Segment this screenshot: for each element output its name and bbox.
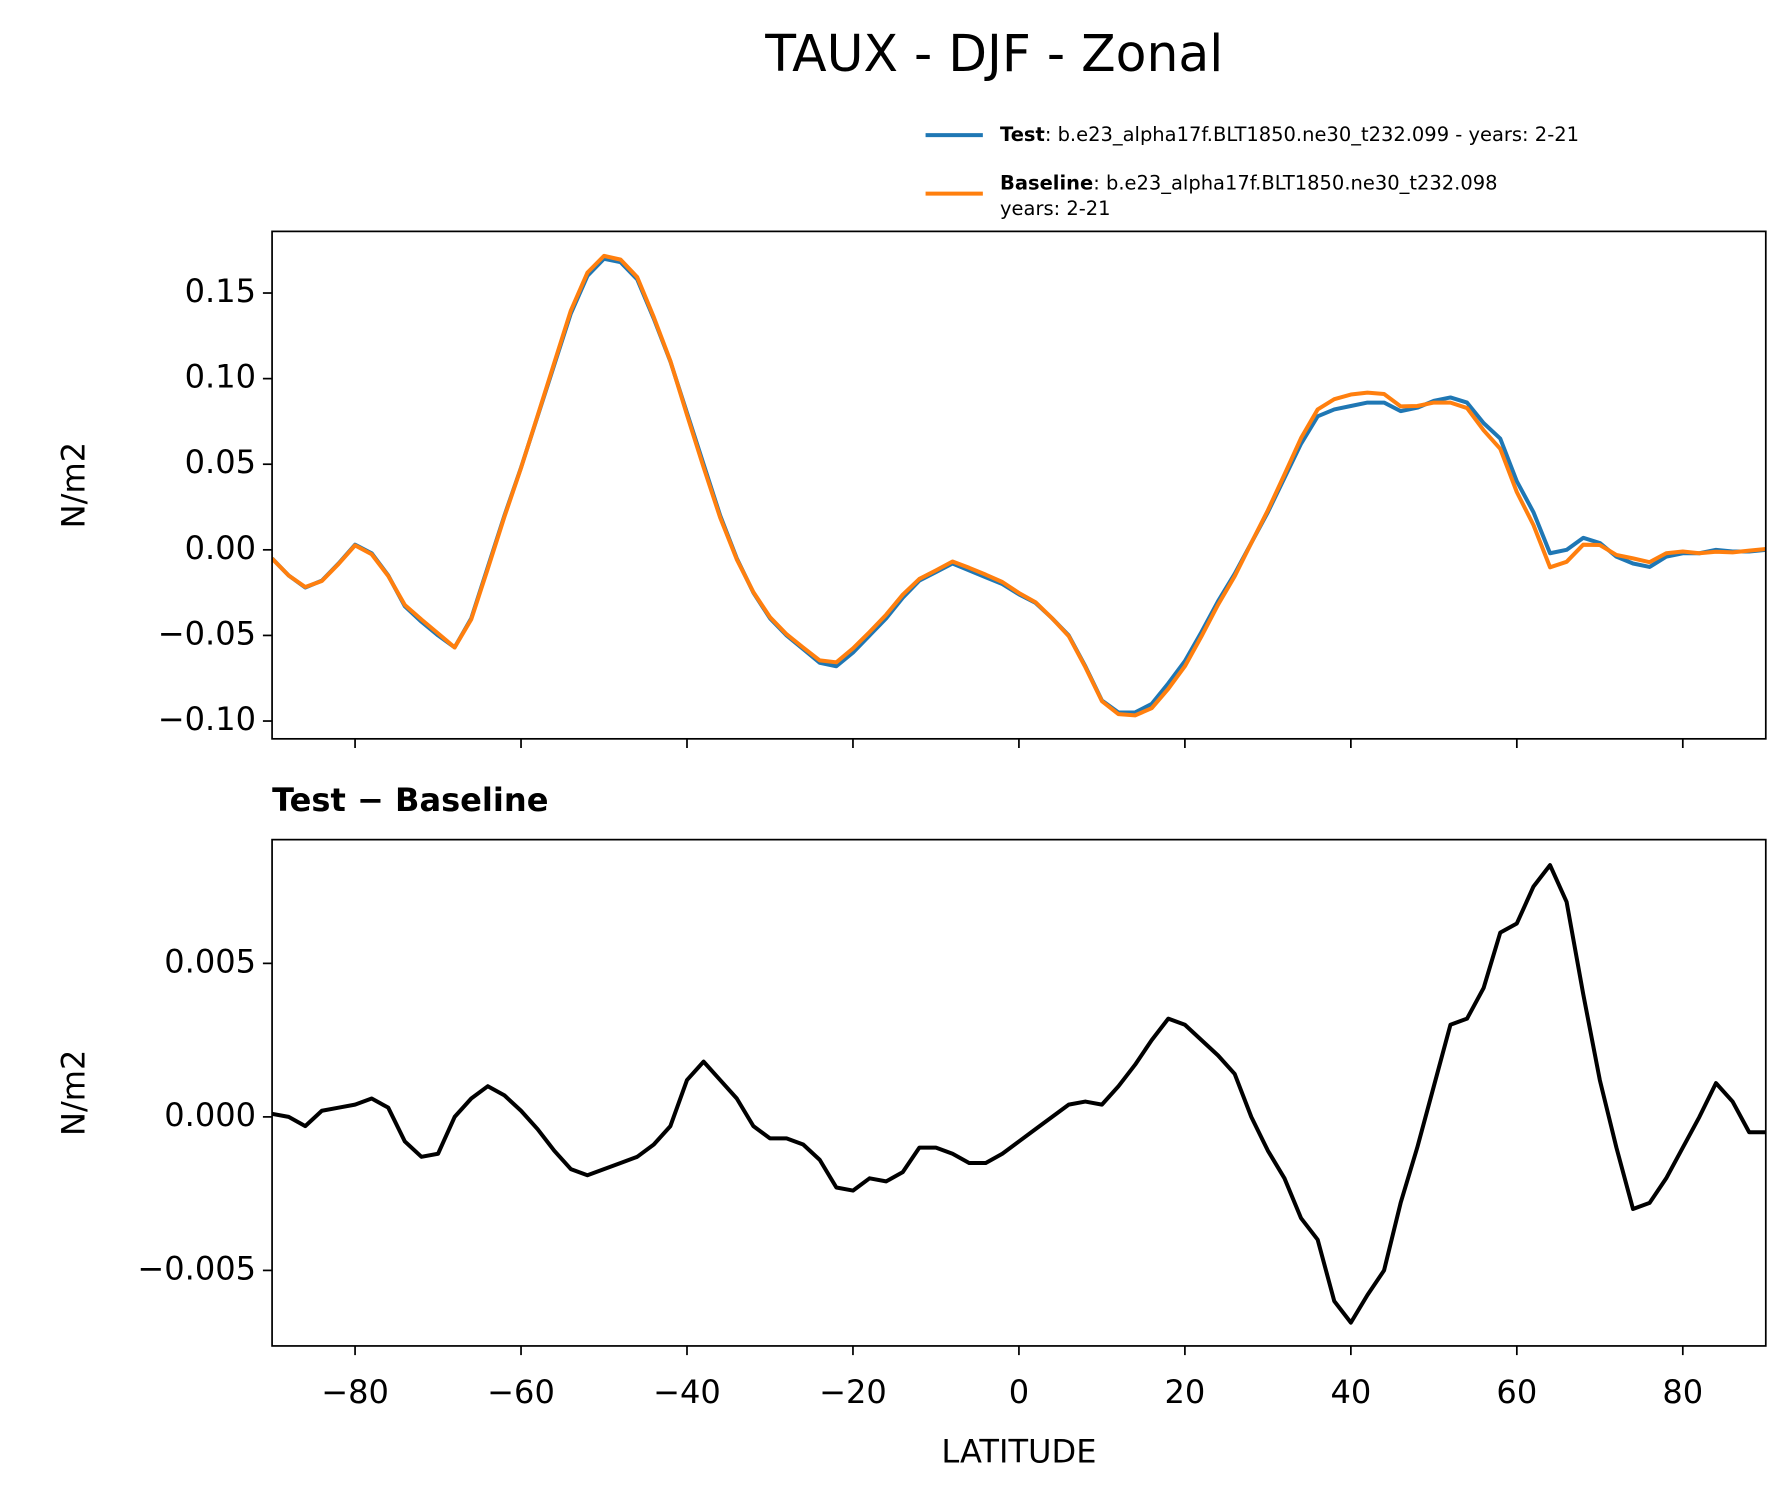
y-tick-label: −0.005 (137, 1249, 256, 1287)
x-tick-label: 20 (1164, 1373, 1205, 1411)
legend-text: : b.e23_alpha17f.BLT1850.ne30_t232.098 (1093, 171, 1497, 194)
x-axis-label: LATITUDE (941, 1433, 1096, 1471)
y-tick-label: −0.10 (158, 700, 256, 738)
figure-title: TAUX - DJF - Zonal (764, 24, 1223, 83)
y-axis-label: N/m2 (55, 442, 93, 528)
legend-label: Test: b.e23_alpha17f.BLT1850.ne30_t232.0… (1000, 123, 1579, 146)
subplot-title: Test − Baseline (272, 781, 548, 819)
legend-name: Baseline (1000, 171, 1093, 194)
x-tick-label: −60 (487, 1373, 555, 1411)
y-axis-label: N/m2 (55, 1050, 93, 1136)
legend-name: Test (1000, 123, 1045, 146)
x-tick-label: 0 (1009, 1373, 1029, 1411)
series-line (272, 253, 1766, 718)
x-tick-label: 60 (1496, 1373, 1537, 1411)
y-tick-label: 0.10 (185, 358, 256, 396)
y-tick-label: 0.000 (164, 1096, 256, 1134)
legend-label: Baseline: b.e23_alpha17f.BLT1850.ne30_t2… (1000, 171, 1497, 194)
x-tick-label: −20 (819, 1373, 887, 1411)
plot-frame (271, 838, 1767, 1347)
y-tick-label: 0.15 (185, 272, 256, 310)
y-tick-label: −0.05 (158, 614, 256, 652)
series-line (272, 863, 1766, 1325)
y-tick-label: 0.05 (185, 443, 256, 481)
plot-frame (271, 230, 1767, 740)
x-tick-label: −80 (321, 1373, 389, 1411)
y-tick-label: 0.00 (185, 529, 256, 567)
x-tick-label: −40 (653, 1373, 721, 1411)
x-tick-label: 80 (1662, 1373, 1703, 1411)
y-tick-label: 0.005 (164, 942, 256, 980)
legend-text: : b.e23_alpha17f.BLT1850.ne30_t232.099 -… (1045, 123, 1579, 146)
legend-text: years: 2-21 (1000, 197, 1111, 220)
x-tick-label: 40 (1330, 1373, 1371, 1411)
